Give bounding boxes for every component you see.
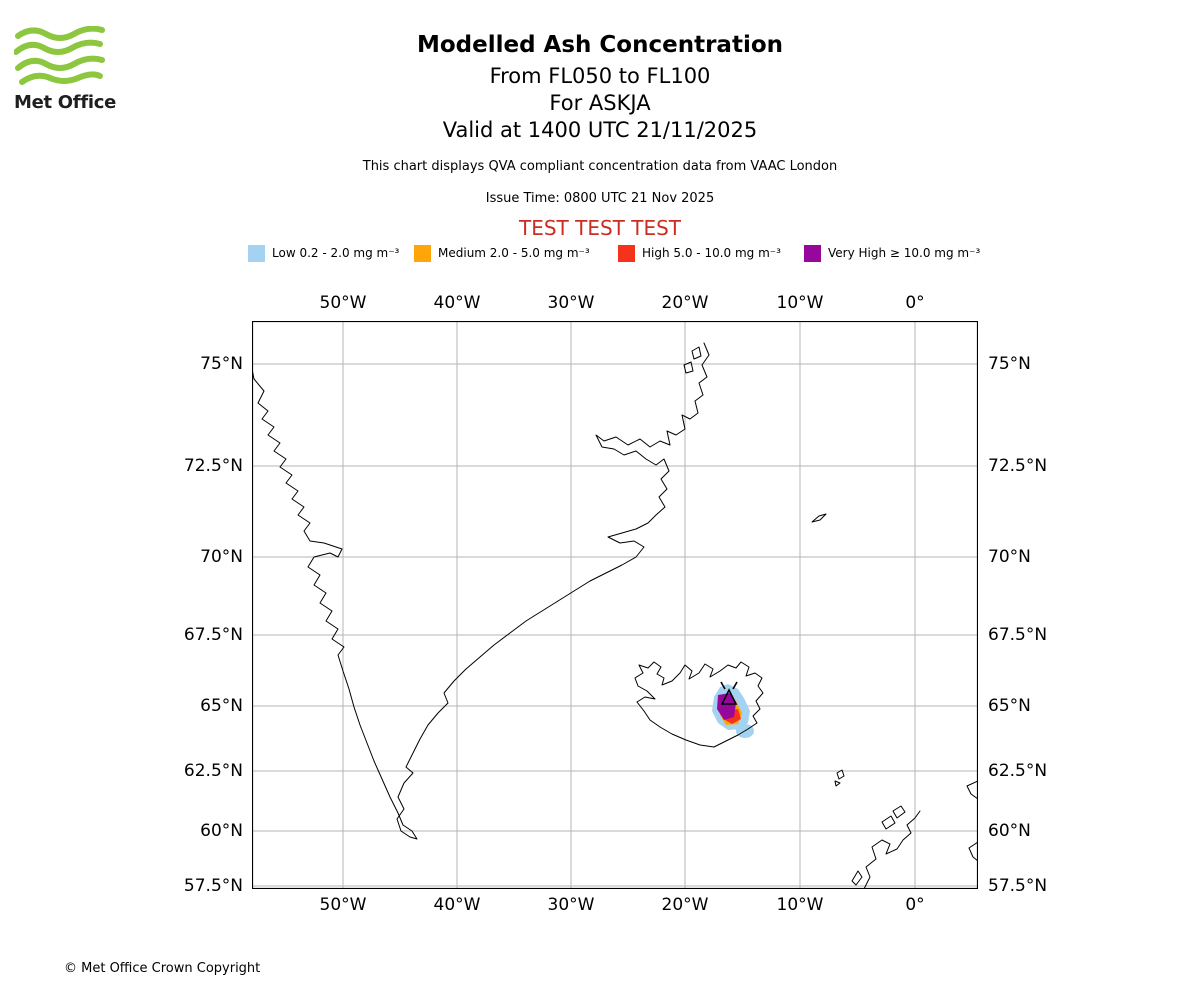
lon-label-bottom-40w: 40°W [433, 895, 481, 915]
copyright-text: © Met Office Crown Copyright [64, 961, 261, 976]
lat-label-right-72-5: 72.5°N [988, 456, 1048, 476]
lon-label-bottom-50w: 50°W [319, 895, 367, 915]
lat-label-right-75: 75°N [988, 354, 1031, 374]
volcano-triangle-icon [720, 688, 738, 705]
lat-label-left-62-5: 62.5°N [183, 761, 243, 781]
faroe-islands [834, 769, 845, 787]
legend-swatch-medium [414, 244, 431, 262]
lat-label-right-57-5: 57.5°N [988, 876, 1048, 896]
qva-note: This chart displays QVA compliant concen… [362, 159, 838, 174]
legend-label-very-high: Very High ≥ 10.0 mg m⁻³ [828, 246, 981, 260]
volcano-eruption-lines-icon [720, 681, 738, 690]
legend-item-medium: Medium 2.0 - 5.0 mg m⁻³ [414, 244, 590, 262]
legend-swatch-very-high [804, 244, 821, 262]
logo-wave-icon [14, 39, 103, 55]
lon-label-bottom-0: 0° [905, 895, 925, 915]
map-panel [251, 320, 979, 890]
lat-label-right-60: 60°N [988, 821, 1031, 841]
hebrides-islands [881, 805, 906, 830]
met-office-logo-waves [14, 26, 105, 85]
lon-label-top-50w: 50°W [319, 293, 367, 313]
legend-label-medium: Medium 2.0 - 5.0 mg m⁻³ [438, 246, 590, 260]
lon-label-top-0: 0° [905, 293, 925, 313]
test-banner: TEST TEST TEST [518, 216, 681, 240]
legend-item-low: Low 0.2 - 2.0 mg m⁻³ [248, 244, 399, 262]
lat-label-left-72-5: 72.5°N [183, 456, 243, 476]
lat-label-left-75: 75°N [200, 354, 243, 374]
greenland-offshore-islets [683, 346, 702, 374]
lat-label-right-65: 65°N [988, 696, 1031, 716]
logo-wave-icon [15, 26, 105, 41]
lat-label-left-57-5: 57.5°N [183, 876, 243, 896]
coastlines [251, 342, 979, 890]
legend-label-high: High 5.0 - 10.0 mg m⁻³ [642, 246, 781, 260]
lat-label-left-65: 65°N [200, 696, 243, 716]
iceland-coastline [634, 661, 764, 748]
legend-item-high: High 5.0 - 10.0 mg m⁻³ [618, 244, 781, 262]
subtitle-valid-time: Valid at 1400 UTC 21/11/2025 [442, 118, 758, 142]
legend-item-very-high: Very High ≥ 10.0 mg m⁻³ [804, 244, 980, 262]
subtitle-volcano: For ASKJA [549, 91, 651, 115]
lon-label-bottom-20w: 20°W [661, 895, 709, 915]
grid-lines [252, 321, 978, 889]
jan-mayen-island [811, 513, 827, 523]
scotland-coastline [851, 810, 921, 890]
logo-wave-icon [19, 71, 103, 85]
lon-label-top-20w: 20°W [661, 293, 709, 313]
lat-label-left-60: 60°N [200, 821, 243, 841]
lat-label-right-67-5: 67.5°N [988, 625, 1048, 645]
met-office-logo-text: Met Office [14, 92, 117, 113]
volcano-marker-askja [720, 681, 738, 705]
lon-label-top-30w: 30°W [547, 293, 595, 313]
lat-label-right-62-5: 62.5°N [988, 761, 1048, 781]
subtitle-flight-levels: From FL050 to FL100 [489, 64, 711, 88]
lat-label-right-70: 70°N [988, 547, 1031, 567]
map-border [251, 320, 979, 890]
logo-wave-icon [15, 55, 105, 71]
legend-swatch-high [618, 244, 635, 262]
page-title: Modelled Ash Concentration [416, 32, 784, 58]
greenland-coastline [251, 342, 710, 840]
lon-label-bottom-30w: 30°W [547, 895, 595, 915]
lat-label-left-70: 70°N [200, 547, 243, 567]
lon-label-top-10w: 10°W [776, 293, 824, 313]
lon-label-top-40w: 40°W [433, 293, 481, 313]
legend-swatch-low [248, 244, 265, 262]
legend-label-low: Low 0.2 - 2.0 mg m⁻³ [272, 246, 400, 260]
norway-coast-fragments [966, 780, 979, 862]
ash-plume [712, 684, 754, 738]
issue-time: Issue Time: 0800 UTC 21 Nov 2025 [485, 191, 715, 206]
lat-label-left-67-5: 67.5°N [183, 625, 243, 645]
ash-polygon-very-high [717, 693, 736, 720]
map-canvas [251, 320, 979, 890]
lon-label-bottom-10w: 10°W [776, 895, 824, 915]
